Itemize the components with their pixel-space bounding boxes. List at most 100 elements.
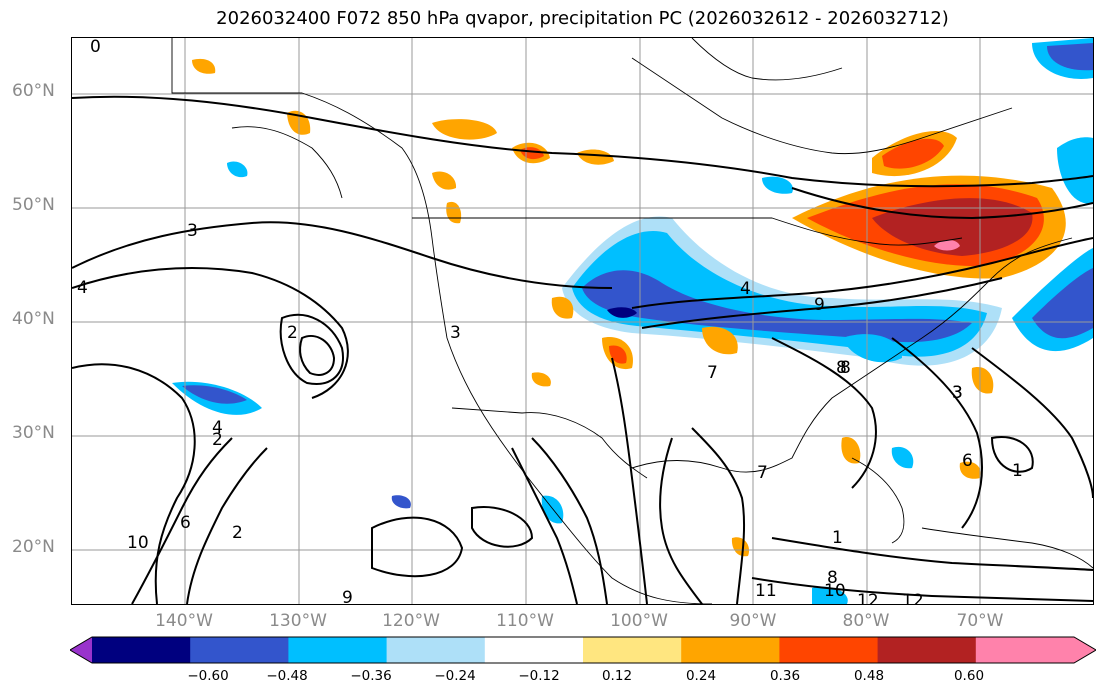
contour-line (186, 447, 268, 604)
precip-blob-negative (1032, 268, 1093, 339)
contour-label: 0 (90, 38, 101, 57)
colorbar-extend-low (70, 637, 92, 663)
precip-blob-negative (762, 176, 793, 194)
contour-line (631, 237, 1093, 309)
contour-label: 10 (824, 581, 846, 601)
lat-label-50n: 50°N (12, 195, 55, 215)
precip-blob-negative (891, 446, 914, 469)
lon-label-110w: 110°W (496, 611, 554, 631)
contour-line (641, 277, 1003, 329)
contour-label: 4 (740, 279, 751, 299)
colorbar-segment (288, 637, 388, 663)
contour-label: 4 (212, 418, 223, 438)
precip-blob-positive (531, 372, 551, 387)
coastline (631, 57, 1013, 155)
colorbar-segment (975, 637, 1075, 663)
precip-blob-positive (731, 537, 750, 557)
contour-label: 9 (814, 295, 825, 315)
colorbar-segment (92, 637, 191, 663)
contour-label: 3 (450, 323, 461, 343)
contour-label: 3 (952, 383, 963, 403)
precip-blob-positive (872, 198, 1033, 256)
precip-blob-positive (551, 296, 574, 319)
lon-label-120w: 120°W (382, 611, 440, 631)
contour-label: 1 (1012, 461, 1023, 481)
precip-blob-positive (192, 58, 216, 74)
colorbar-label: −0.60 (187, 668, 229, 684)
precip-blob-positive (446, 201, 462, 224)
contour-line (299, 335, 336, 376)
precip-blob-positive (882, 138, 944, 169)
colorbar-label: −0.24 (434, 668, 476, 684)
contour-line (771, 537, 1093, 571)
contour-line (72, 95, 1093, 188)
contour-line (371, 516, 464, 578)
precip-blob-positive (609, 345, 627, 364)
contour-label: 8 (827, 568, 838, 588)
contour-label: 3 (187, 221, 198, 241)
lat-label-30n: 30°N (12, 423, 55, 443)
colorbar-segment (484, 637, 584, 663)
colorbar-label: 0.48 (853, 668, 885, 684)
contour-label: 10 (127, 533, 149, 553)
coastline (171, 38, 713, 604)
colorbar-segment (779, 637, 879, 663)
border-us-canada (412, 217, 963, 246)
contour-line (72, 221, 613, 289)
lat-label-60n: 60°N (12, 81, 55, 101)
contour-label: 7 (757, 463, 768, 483)
contour-label: 8 (840, 358, 851, 378)
contour-line (751, 577, 1093, 602)
coastline (691, 38, 843, 81)
contour-line (131, 437, 233, 604)
colorbar-outline (70, 636, 1096, 664)
contour-label: 1 (832, 528, 843, 548)
contour-label: 6 (180, 513, 191, 533)
contour-label: 7 (707, 363, 718, 383)
contour-line (791, 187, 1093, 220)
precip-blob-positive (432, 171, 457, 190)
colorbar-segment (583, 637, 682, 663)
contour-line (659, 437, 703, 604)
contour-label: 2 (232, 523, 243, 543)
precip-shading (172, 38, 1093, 604)
contour-label: 11 (755, 581, 777, 601)
lon-label-100w: 100°W (610, 611, 668, 631)
precip-blob-negative (812, 586, 848, 604)
contour-line (891, 337, 983, 529)
lon-label-80w: 80°W (842, 611, 890, 631)
colorbar-label: 0.36 (769, 668, 801, 684)
colorbar-segment (190, 637, 289, 663)
colorbar-label: 0.12 (601, 668, 633, 684)
precip-blob-positive (841, 437, 861, 464)
colorbar-segment (877, 637, 977, 663)
lon-label-130w: 130°W (269, 611, 327, 631)
contour-label: 12 (857, 591, 879, 604)
map-panel[interactable]: 0 3 2 4 6 3 9 8 4 10 7 12 11 12 3 6 1 8 … (71, 37, 1094, 605)
contour-line (771, 337, 877, 489)
colorbar-label: −0.12 (518, 668, 560, 684)
coastline (231, 126, 343, 199)
graticule (72, 38, 1093, 604)
contour-label: 4 (77, 278, 88, 298)
colorbar-segment (681, 637, 780, 663)
precip-blob-negative (582, 270, 972, 343)
chart-title: 2026032400 F072 850 hPa qvapor, precipit… (216, 8, 949, 29)
contour-line (531, 437, 608, 604)
contour-label: 6 (962, 451, 973, 471)
border-us-mexico (451, 407, 648, 479)
colorbar-extend-high (1074, 637, 1096, 663)
coastline (851, 457, 905, 544)
precip-blob-positive (702, 326, 738, 355)
precip-blob-negative (391, 495, 411, 509)
lon-label-70w: 70°W (956, 611, 1004, 631)
map-canvas: 0 3 2 4 6 3 9 8 4 10 7 12 11 12 3 6 1 8 … (72, 38, 1093, 604)
colorbar-label: 0.24 (685, 668, 717, 684)
contour-label: 8 (836, 358, 847, 378)
contour-line (72, 267, 349, 399)
coastline (921, 527, 1093, 569)
coastline (631, 237, 1073, 473)
contour-line (971, 347, 1093, 499)
colorbar-label: 0.60 (953, 668, 985, 684)
lon-label-140w: 140°W (155, 611, 213, 631)
